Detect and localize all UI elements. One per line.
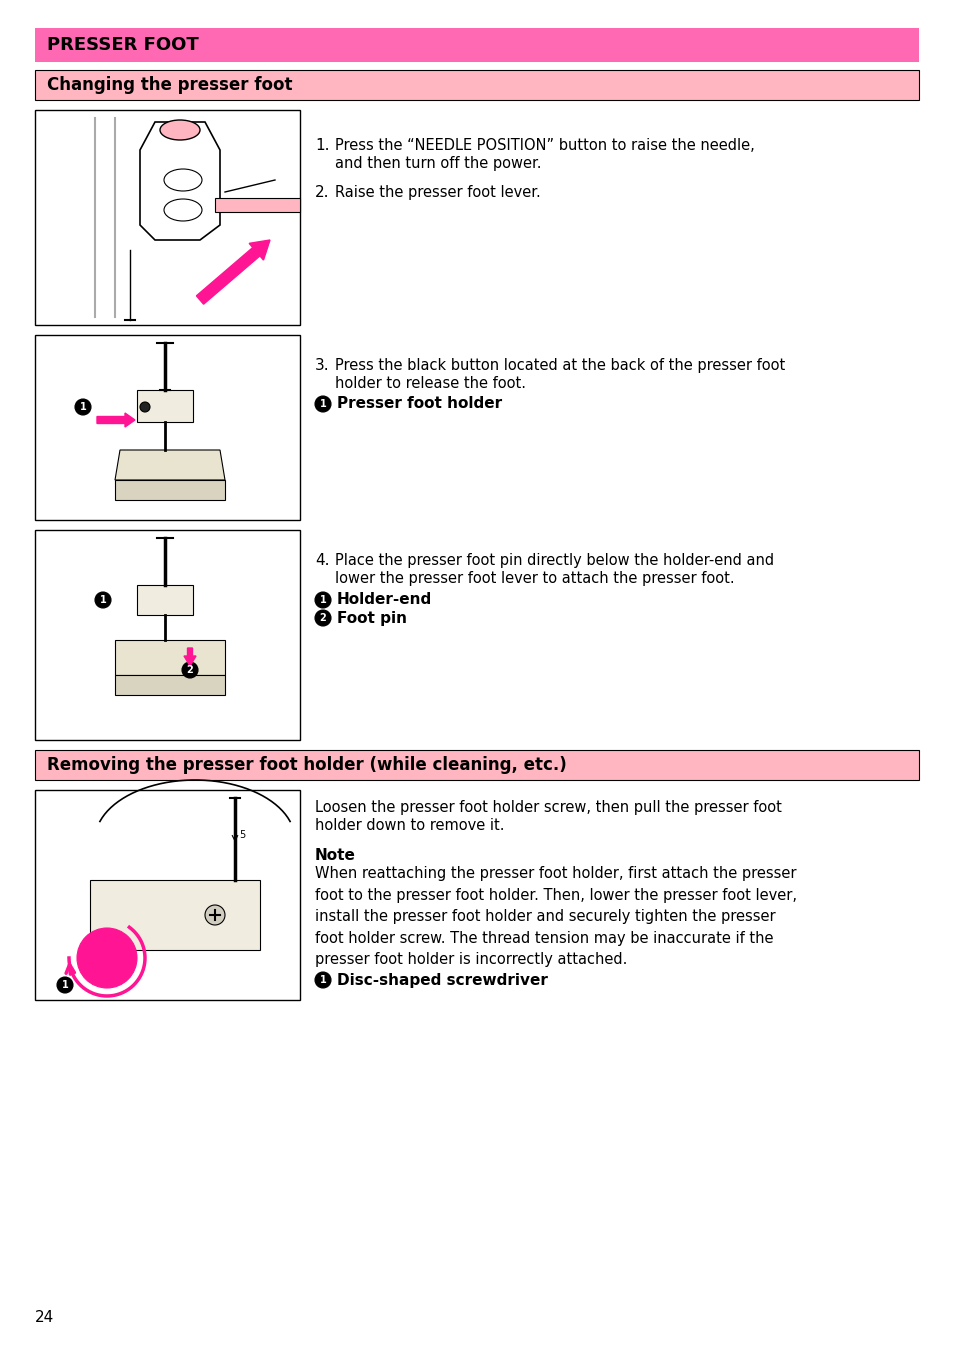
Text: Removing the presser foot holder (while cleaning, etc.): Removing the presser foot holder (while … xyxy=(47,756,566,774)
Circle shape xyxy=(314,592,331,608)
Text: Presser foot holder: Presser foot holder xyxy=(336,396,501,411)
Bar xyxy=(35,530,299,740)
Text: 2: 2 xyxy=(319,613,326,623)
Bar xyxy=(35,749,918,780)
Circle shape xyxy=(95,592,111,608)
Text: Raise the presser foot lever.: Raise the presser foot lever. xyxy=(335,185,540,200)
Text: 4.: 4. xyxy=(314,553,329,568)
Text: Press the “NEEDLE POSITION” button to raise the needle,: Press the “NEEDLE POSITION” button to ra… xyxy=(335,137,754,154)
Circle shape xyxy=(77,927,137,988)
Text: holder down to remove it.: holder down to remove it. xyxy=(314,818,504,833)
FancyArrow shape xyxy=(196,240,270,305)
Bar xyxy=(90,880,260,950)
Text: 2: 2 xyxy=(187,665,193,675)
Text: holder to release the foot.: holder to release the foot. xyxy=(335,376,525,391)
Text: 1: 1 xyxy=(62,980,69,989)
Text: and then turn off the power.: and then turn off the power. xyxy=(335,156,541,171)
Text: Holder-end: Holder-end xyxy=(336,593,432,608)
Polygon shape xyxy=(140,123,220,240)
Polygon shape xyxy=(115,480,225,500)
Text: Loosen the presser foot holder screw, then pull the presser foot: Loosen the presser foot holder screw, th… xyxy=(314,799,781,816)
Text: Place the presser foot pin directly below the holder-end and: Place the presser foot pin directly belo… xyxy=(335,553,773,568)
Text: Press the black button located at the back of the presser foot: Press the black button located at the ba… xyxy=(335,359,784,373)
Text: 24: 24 xyxy=(35,1310,54,1325)
Circle shape xyxy=(314,396,331,412)
Circle shape xyxy=(314,972,331,988)
Text: Changing the presser foot: Changing the presser foot xyxy=(47,75,293,94)
Text: 2.: 2. xyxy=(314,185,329,200)
Text: 1: 1 xyxy=(319,594,326,605)
Circle shape xyxy=(205,905,225,925)
Circle shape xyxy=(314,611,331,625)
Bar xyxy=(35,111,299,325)
FancyArrow shape xyxy=(184,648,195,666)
Text: 1.: 1. xyxy=(314,137,329,154)
Text: When reattaching the presser foot holder, first attach the presser
foot to the p: When reattaching the presser foot holder… xyxy=(314,865,796,968)
Text: 1: 1 xyxy=(319,975,326,985)
Text: 5: 5 xyxy=(239,830,245,840)
Text: 1: 1 xyxy=(99,594,107,605)
Bar xyxy=(35,336,299,520)
Text: Note: Note xyxy=(314,848,355,863)
Text: PRESSER FOOT: PRESSER FOOT xyxy=(47,36,198,54)
Polygon shape xyxy=(115,450,225,480)
Circle shape xyxy=(140,402,150,412)
FancyArrow shape xyxy=(97,412,135,427)
Circle shape xyxy=(57,977,73,993)
Text: 1: 1 xyxy=(319,399,326,408)
Circle shape xyxy=(182,662,198,678)
Bar xyxy=(35,790,299,1000)
Bar xyxy=(35,28,918,62)
Circle shape xyxy=(75,399,91,415)
Ellipse shape xyxy=(160,120,200,140)
Text: Disc-shaped screwdriver: Disc-shaped screwdriver xyxy=(336,972,547,988)
Polygon shape xyxy=(115,675,225,696)
Bar xyxy=(137,390,193,422)
Text: 3.: 3. xyxy=(314,359,330,373)
Text: 1: 1 xyxy=(79,402,87,412)
Bar xyxy=(214,198,299,212)
Text: Foot pin: Foot pin xyxy=(336,611,407,625)
Bar xyxy=(137,585,193,615)
Bar xyxy=(35,70,918,100)
Polygon shape xyxy=(115,640,225,675)
Text: lower the presser foot lever to attach the presser foot.: lower the presser foot lever to attach t… xyxy=(335,572,734,586)
